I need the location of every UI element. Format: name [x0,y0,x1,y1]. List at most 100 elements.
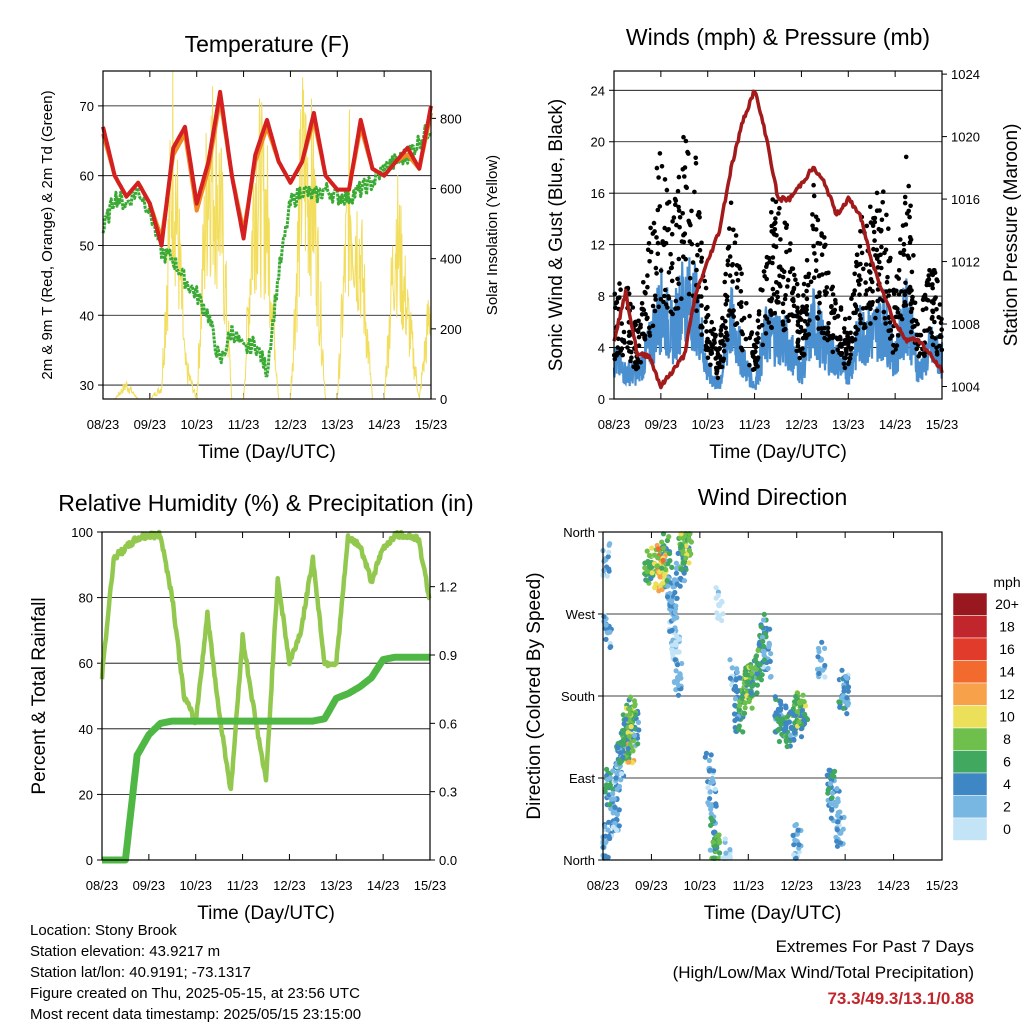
direction-point [715,592,721,599]
direction-point [705,800,711,806]
gust-point [653,265,659,271]
gust-point [735,278,741,283]
gust-point [777,273,782,279]
recent-timestamp: Most recent data timestamp: 2025/05/15 2… [30,1006,362,1023]
direction-point [829,795,835,801]
gust-point [616,350,621,356]
direction-point [654,563,660,569]
direction-point [607,629,613,635]
legend-label-5: 10 [999,709,1015,725]
x-tick-label-1-7: 15/23 [926,417,959,432]
gust-point [879,265,884,271]
gust-point [656,175,661,180]
gust-point [795,305,800,311]
gust-point [677,215,683,220]
gust-point [934,352,940,357]
plot-frame-3 [602,531,943,861]
direction-point [669,564,675,571]
plot-frame-0 [102,70,432,400]
x-tick-label-0-4: 12/23 [274,417,307,432]
direction-point [616,807,622,813]
direction-point [646,553,653,559]
direction-point [703,750,710,757]
direction-point [628,724,634,730]
station-info: Location: Stony Brook Station elevation:… [30,920,361,1025]
gust-point [670,261,675,266]
dir-tick-label-3: West [566,607,596,622]
direction-point [801,717,807,723]
gust-point [841,361,847,367]
gust-point [815,217,821,223]
direction-point [835,810,841,816]
gust-point [674,222,679,228]
gust-point [733,233,739,238]
gust-point [722,279,727,285]
legend-label-4: 12 [999,686,1015,702]
gust-point [805,282,811,288]
direction-point [648,564,654,571]
chart-title-2: Relative Humidity (%) & Precipitation (i… [58,490,473,516]
direction-point [679,660,685,667]
direction-point [609,786,616,792]
gust-point [676,281,681,287]
gust-point [664,187,670,193]
direction-point [758,624,764,630]
gust-point [856,273,862,278]
direction-point [748,671,755,677]
gust-point [930,285,935,291]
gust-point [854,331,859,336]
gust-point [804,288,809,294]
gust-point [848,347,853,352]
gust-point [693,161,699,166]
legend-swatch-9 [952,795,988,819]
gust-point [705,304,710,310]
gust-point [703,319,708,325]
gust-point [888,328,894,333]
gust-point [859,250,865,256]
direction-point [644,548,650,554]
gust-point [837,334,843,340]
direction-point [744,679,750,685]
gust-point [843,355,848,361]
x-tick-label-1-6: 14/23 [879,417,912,432]
gust-point [805,274,811,280]
gust-point [717,361,722,366]
gust-point [857,312,863,318]
direction-point [722,836,728,842]
gust-point [669,278,675,284]
extremes-block: Extremes For Past 7 Days (High/Low/Max W… [673,934,974,1012]
gust-point [867,286,873,292]
gust-point [662,225,667,231]
gust-point [692,189,697,195]
gust-point [655,251,661,257]
direction-point [632,712,638,718]
gust-point [835,314,840,319]
gust-point [747,313,752,319]
direction-point [716,603,722,609]
gust-point [683,138,689,144]
gust-point [930,342,936,348]
gust-point [857,292,862,298]
gust-point [681,232,686,238]
gust-point [675,188,681,194]
gust-point [842,365,848,371]
direction-point [713,585,719,591]
gust-point [887,320,893,325]
y2-tick-label-0-4: 800 [440,111,462,126]
gust-point [731,227,736,233]
direction-point [841,685,847,691]
gust-point [848,352,853,357]
gust-point [662,177,668,182]
gust-point [863,280,868,285]
direction-point [626,733,633,740]
gust-point [935,278,940,284]
gust-point [858,320,863,326]
gust-point [666,199,672,205]
gust-point [769,210,774,215]
direction-point [661,545,667,551]
gust-point [639,301,645,306]
gust-point [879,217,885,223]
gust-point [898,250,903,256]
gust-point [891,287,897,293]
